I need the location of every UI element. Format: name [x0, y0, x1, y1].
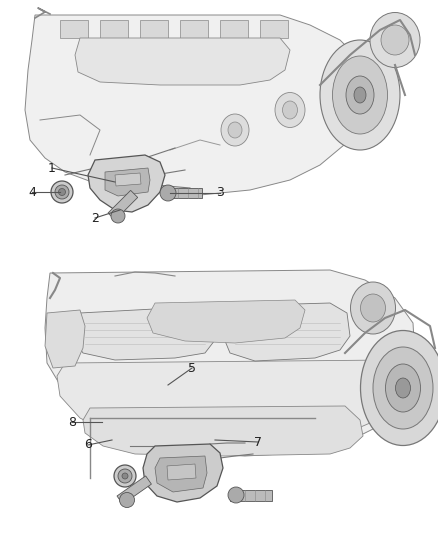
- Polygon shape: [45, 310, 85, 368]
- Polygon shape: [155, 456, 207, 492]
- Polygon shape: [115, 173, 141, 186]
- Text: 2: 2: [91, 212, 99, 224]
- Bar: [100, 20, 128, 38]
- Bar: [230, 490, 272, 501]
- Ellipse shape: [118, 469, 132, 483]
- Ellipse shape: [320, 40, 400, 150]
- Polygon shape: [45, 270, 415, 456]
- Ellipse shape: [275, 93, 305, 127]
- Ellipse shape: [59, 189, 66, 196]
- Ellipse shape: [346, 76, 374, 114]
- Polygon shape: [83, 406, 363, 456]
- Ellipse shape: [370, 12, 420, 68]
- Polygon shape: [57, 360, 395, 451]
- Ellipse shape: [228, 122, 242, 138]
- Ellipse shape: [385, 364, 420, 412]
- Ellipse shape: [51, 181, 73, 203]
- Bar: [180, 20, 208, 38]
- Ellipse shape: [221, 114, 249, 146]
- Text: 4: 4: [28, 185, 36, 198]
- Ellipse shape: [120, 492, 134, 507]
- Polygon shape: [105, 168, 150, 196]
- Bar: [117, 476, 152, 504]
- Ellipse shape: [55, 185, 69, 199]
- Text: 5: 5: [188, 361, 196, 375]
- Text: 7: 7: [254, 435, 262, 448]
- Text: 8: 8: [68, 416, 76, 429]
- Ellipse shape: [122, 473, 128, 479]
- Ellipse shape: [114, 465, 136, 487]
- Text: 6: 6: [84, 439, 92, 451]
- Bar: [140, 20, 168, 38]
- Ellipse shape: [228, 487, 244, 503]
- Polygon shape: [75, 38, 290, 85]
- Ellipse shape: [350, 282, 396, 334]
- Ellipse shape: [360, 294, 385, 322]
- Ellipse shape: [283, 101, 297, 119]
- Bar: [220, 20, 248, 38]
- Polygon shape: [167, 464, 196, 480]
- Bar: [162, 188, 202, 198]
- Ellipse shape: [354, 87, 366, 103]
- Ellipse shape: [373, 347, 433, 429]
- Polygon shape: [143, 444, 223, 502]
- Bar: [260, 20, 288, 38]
- Bar: [60, 20, 88, 38]
- Polygon shape: [223, 303, 350, 361]
- Polygon shape: [73, 306, 217, 360]
- Ellipse shape: [160, 185, 176, 201]
- Polygon shape: [88, 155, 165, 212]
- Bar: [108, 190, 138, 220]
- Ellipse shape: [381, 25, 409, 55]
- Ellipse shape: [332, 56, 388, 134]
- Ellipse shape: [396, 378, 410, 398]
- Polygon shape: [147, 300, 305, 343]
- Text: 1: 1: [48, 161, 56, 174]
- Text: 3: 3: [216, 187, 224, 199]
- Ellipse shape: [360, 330, 438, 446]
- Ellipse shape: [111, 209, 125, 223]
- Polygon shape: [25, 15, 370, 195]
